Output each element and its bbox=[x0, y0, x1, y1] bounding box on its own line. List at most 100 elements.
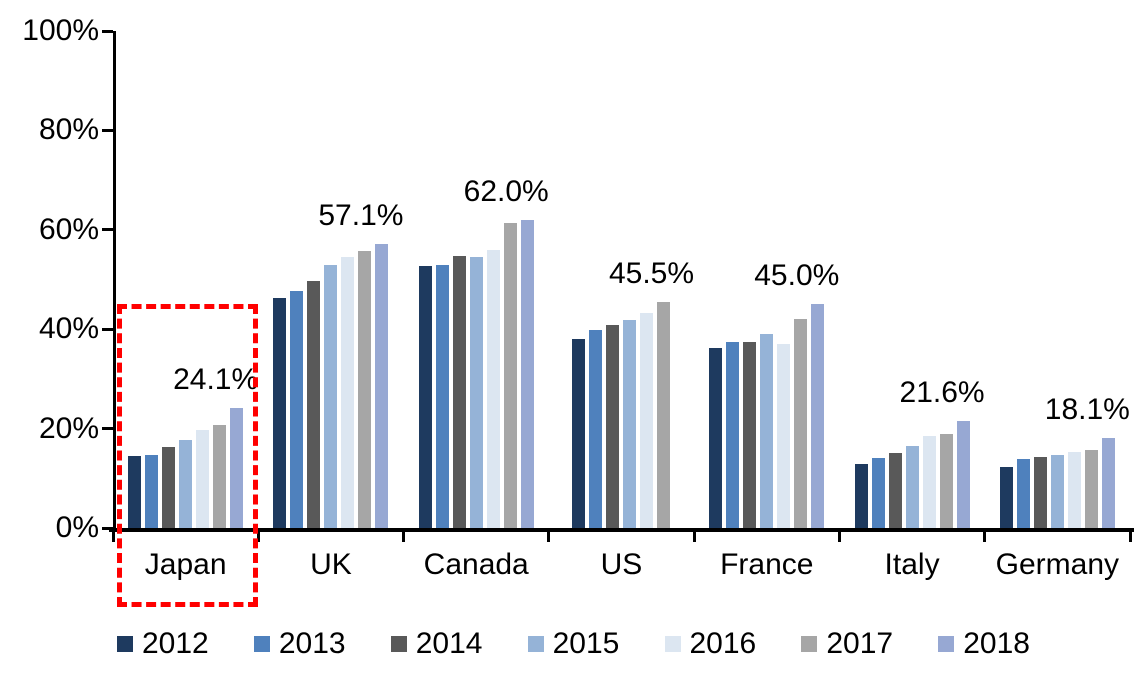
bar-italy-2016 bbox=[922, 435, 936, 528]
legend-label-2016: 2016 bbox=[689, 627, 757, 660]
bar-italy-2017 bbox=[939, 433, 953, 528]
bar-us-2015 bbox=[623, 320, 637, 528]
bar-canada-2016 bbox=[486, 249, 500, 528]
x-axis-tick bbox=[692, 528, 696, 542]
legend-item-2012: 2012 bbox=[117, 627, 209, 661]
bar-us-2014 bbox=[606, 325, 620, 528]
bar-group-uk bbox=[258, 244, 403, 528]
bar-group-canada bbox=[404, 219, 549, 528]
data-label-us: 45.5% bbox=[608, 256, 695, 290]
legend-swatch-2015 bbox=[527, 636, 544, 652]
y-tick-label: 80% bbox=[38, 113, 99, 147]
bar-uk-2018 bbox=[375, 244, 389, 528]
x-axis-tick bbox=[111, 528, 115, 542]
legend-label-2014: 2014 bbox=[415, 627, 483, 660]
category-label-japan: Japan bbox=[144, 548, 227, 581]
legend-label-2013: 2013 bbox=[278, 627, 346, 660]
legend-swatch-2017 bbox=[801, 636, 818, 652]
y-tick-label: 100% bbox=[22, 14, 99, 47]
legend-label-2017: 2017 bbox=[826, 627, 894, 660]
bar-france-2013 bbox=[726, 342, 740, 528]
x-axis-tick bbox=[1128, 528, 1132, 542]
x-axis-line bbox=[109, 528, 1134, 532]
y-tick-label: 0% bbox=[55, 511, 99, 544]
x-axis-tick bbox=[983, 528, 987, 542]
y-tick-label: 20% bbox=[38, 411, 99, 445]
legend-item-2017: 2017 bbox=[801, 627, 893, 661]
bar-japan-2016 bbox=[196, 430, 210, 528]
bar-germany-2016 bbox=[1067, 451, 1081, 528]
bar-japan-2017 bbox=[213, 424, 227, 528]
bar-germany-2018 bbox=[1101, 438, 1115, 528]
bar-group-italy bbox=[839, 420, 984, 528]
category-label-germany: Germany bbox=[995, 548, 1120, 581]
bar-germany-2017 bbox=[1084, 449, 1098, 528]
bar-uk-2016 bbox=[341, 257, 355, 528]
data-label-italy: 21.6% bbox=[899, 375, 985, 409]
data-label-canada: 62.0% bbox=[463, 174, 549, 208]
y-axis-line bbox=[113, 31, 116, 528]
bar-group-germany bbox=[985, 438, 1130, 528]
data-label-france: 45.0% bbox=[754, 259, 840, 293]
bar-italy-2018 bbox=[956, 420, 970, 528]
bar-uk-2013 bbox=[290, 291, 304, 528]
y-axis-tick bbox=[102, 427, 113, 431]
legend-item-2016: 2016 bbox=[664, 627, 757, 661]
bar-japan-2013 bbox=[145, 454, 159, 528]
legend-swatch-2018 bbox=[938, 636, 955, 652]
bar-group-japan bbox=[113, 408, 258, 528]
legend-label-2012: 2012 bbox=[142, 627, 209, 660]
legend-item-2018: 2018 bbox=[938, 627, 1030, 661]
category-label-us: US bbox=[600, 548, 643, 581]
bar-italy-2013 bbox=[871, 458, 885, 528]
bar-germany-2015 bbox=[1050, 455, 1064, 528]
y-axis-tick bbox=[102, 128, 113, 132]
bar-japan-2018 bbox=[230, 408, 244, 528]
bar-france-2014 bbox=[743, 342, 757, 528]
bar-uk-2015 bbox=[324, 264, 338, 528]
bar-japan-2015 bbox=[179, 439, 193, 528]
bar-us-2013 bbox=[589, 330, 603, 528]
y-axis-tick bbox=[102, 228, 113, 232]
bar-canada-2013 bbox=[435, 264, 449, 528]
bar-uk-2014 bbox=[307, 280, 321, 528]
y-axis-tick bbox=[102, 327, 113, 331]
bar-japan-2012 bbox=[128, 455, 142, 528]
category-label-uk: UK bbox=[310, 548, 352, 581]
y-axis-tick bbox=[102, 526, 113, 530]
y-tick-label: 40% bbox=[38, 312, 99, 346]
data-label-japan: 24.1% bbox=[173, 363, 259, 397]
bar-italy-2014 bbox=[888, 452, 902, 528]
bar-germany-2013 bbox=[1016, 459, 1030, 528]
bar-canada-2018 bbox=[520, 219, 534, 528]
legend-item-2015: 2015 bbox=[527, 627, 619, 661]
bar-us-2017 bbox=[657, 301, 671, 528]
y-axis-tick bbox=[102, 29, 113, 33]
bar-group-us bbox=[549, 301, 694, 528]
legend-swatch-2016 bbox=[664, 636, 681, 652]
bar-germany-2014 bbox=[1033, 457, 1047, 528]
bar-france-2015 bbox=[760, 333, 774, 528]
y-tick-label: 60% bbox=[38, 212, 99, 246]
category-label-canada: Canada bbox=[423, 548, 529, 581]
bar-canada-2015 bbox=[469, 257, 483, 528]
bar-group-france bbox=[694, 304, 839, 528]
category-label-italy: Italy bbox=[884, 548, 940, 581]
bar-us-2012 bbox=[572, 339, 586, 528]
bar-us-2016 bbox=[640, 312, 654, 528]
legend-item-2013: 2013 bbox=[253, 627, 346, 661]
legend-swatch-2012 bbox=[117, 636, 133, 652]
data-label-uk: 57.1% bbox=[318, 199, 404, 233]
bar-france-2012 bbox=[709, 348, 723, 528]
legend: 2012 2013 2014 2015 2016 2017 2018 bbox=[117, 627, 1030, 661]
bar-germany-2012 bbox=[999, 467, 1013, 528]
bar-uk-2017 bbox=[358, 251, 372, 528]
legend-label-2018: 2018 bbox=[963, 627, 1030, 660]
bar-canada-2017 bbox=[503, 222, 517, 528]
bar-italy-2012 bbox=[854, 463, 868, 528]
legend-swatch-2014 bbox=[390, 636, 407, 652]
bar-canada-2012 bbox=[418, 265, 432, 528]
x-axis-tick bbox=[256, 528, 260, 542]
x-axis-tick bbox=[547, 528, 551, 542]
